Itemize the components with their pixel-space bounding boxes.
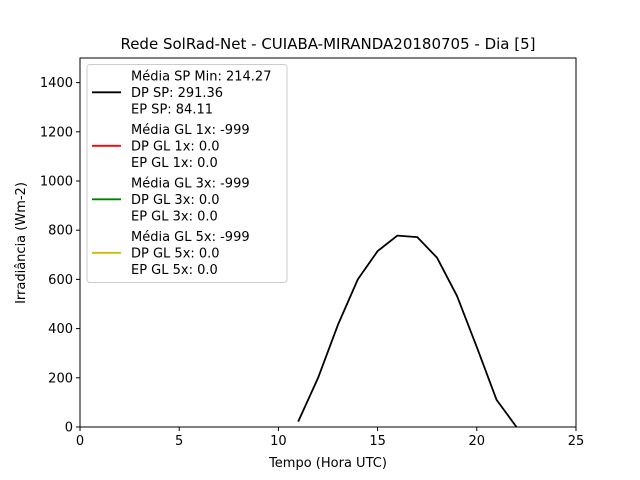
y-axis-label: Irradiância (Wm-2) [14, 182, 29, 304]
chart-title: Rede SolRad-Net - CUIABA-MIRANDA20180705… [120, 35, 535, 53]
legend-label: DP GL 3x: 0.0 [131, 193, 220, 208]
legend-frame [86, 64, 288, 283]
x-axis: 0 5 10 15 20 25 [76, 427, 584, 449]
y-tick-label: 1200 [40, 125, 73, 140]
plot-frame [79, 57, 577, 428]
x-tick-label: 5 [175, 434, 183, 449]
y-tick-label: 800 [48, 224, 73, 239]
y-tick-label: 600 [48, 273, 73, 288]
legend-label: DP SP: 291.36 [131, 86, 223, 101]
legend-label: EP GL 3x: 0.0 [131, 210, 218, 225]
y-tick-label: 0 [65, 421, 73, 436]
x-tick-label: 15 [369, 434, 386, 449]
legend-label: DP GL 5x: 0.0 [131, 247, 220, 262]
x-tick-label: 10 [270, 434, 287, 449]
y-tick-label: 1400 [40, 76, 73, 91]
series-line-0 [297, 234, 518, 428]
plot-area [79, 57, 577, 428]
y-tick-label: 1000 [40, 175, 73, 190]
series-layer [297, 234, 518, 428]
legend-label: EP GL 5x: 0.0 [131, 263, 218, 278]
legend-label: EP SP: 84.11 [131, 103, 213, 118]
y-axis: 0 200 400 600 800 1000 1200 1400 [40, 76, 80, 436]
legend-label: Média GL 3x: -999 [131, 177, 250, 192]
legend-label: Média GL 5x: -999 [131, 230, 250, 245]
legend-label: DP GL 1x: 0.0 [131, 140, 220, 155]
legend-label: Média GL 1x: -999 [131, 123, 250, 138]
legend-label: Média SP Min: 214.27 [131, 70, 271, 85]
x-tick-label: 25 [568, 434, 585, 449]
x-tick-label: 20 [469, 434, 486, 449]
x-axis-label: Tempo (Hora UTC) [268, 456, 387, 471]
legend-label: EP GL 1x: 0.0 [131, 156, 218, 171]
x-tick-label: 0 [76, 434, 84, 449]
y-tick-label: 200 [48, 371, 73, 386]
y-tick-label: 400 [48, 322, 73, 337]
